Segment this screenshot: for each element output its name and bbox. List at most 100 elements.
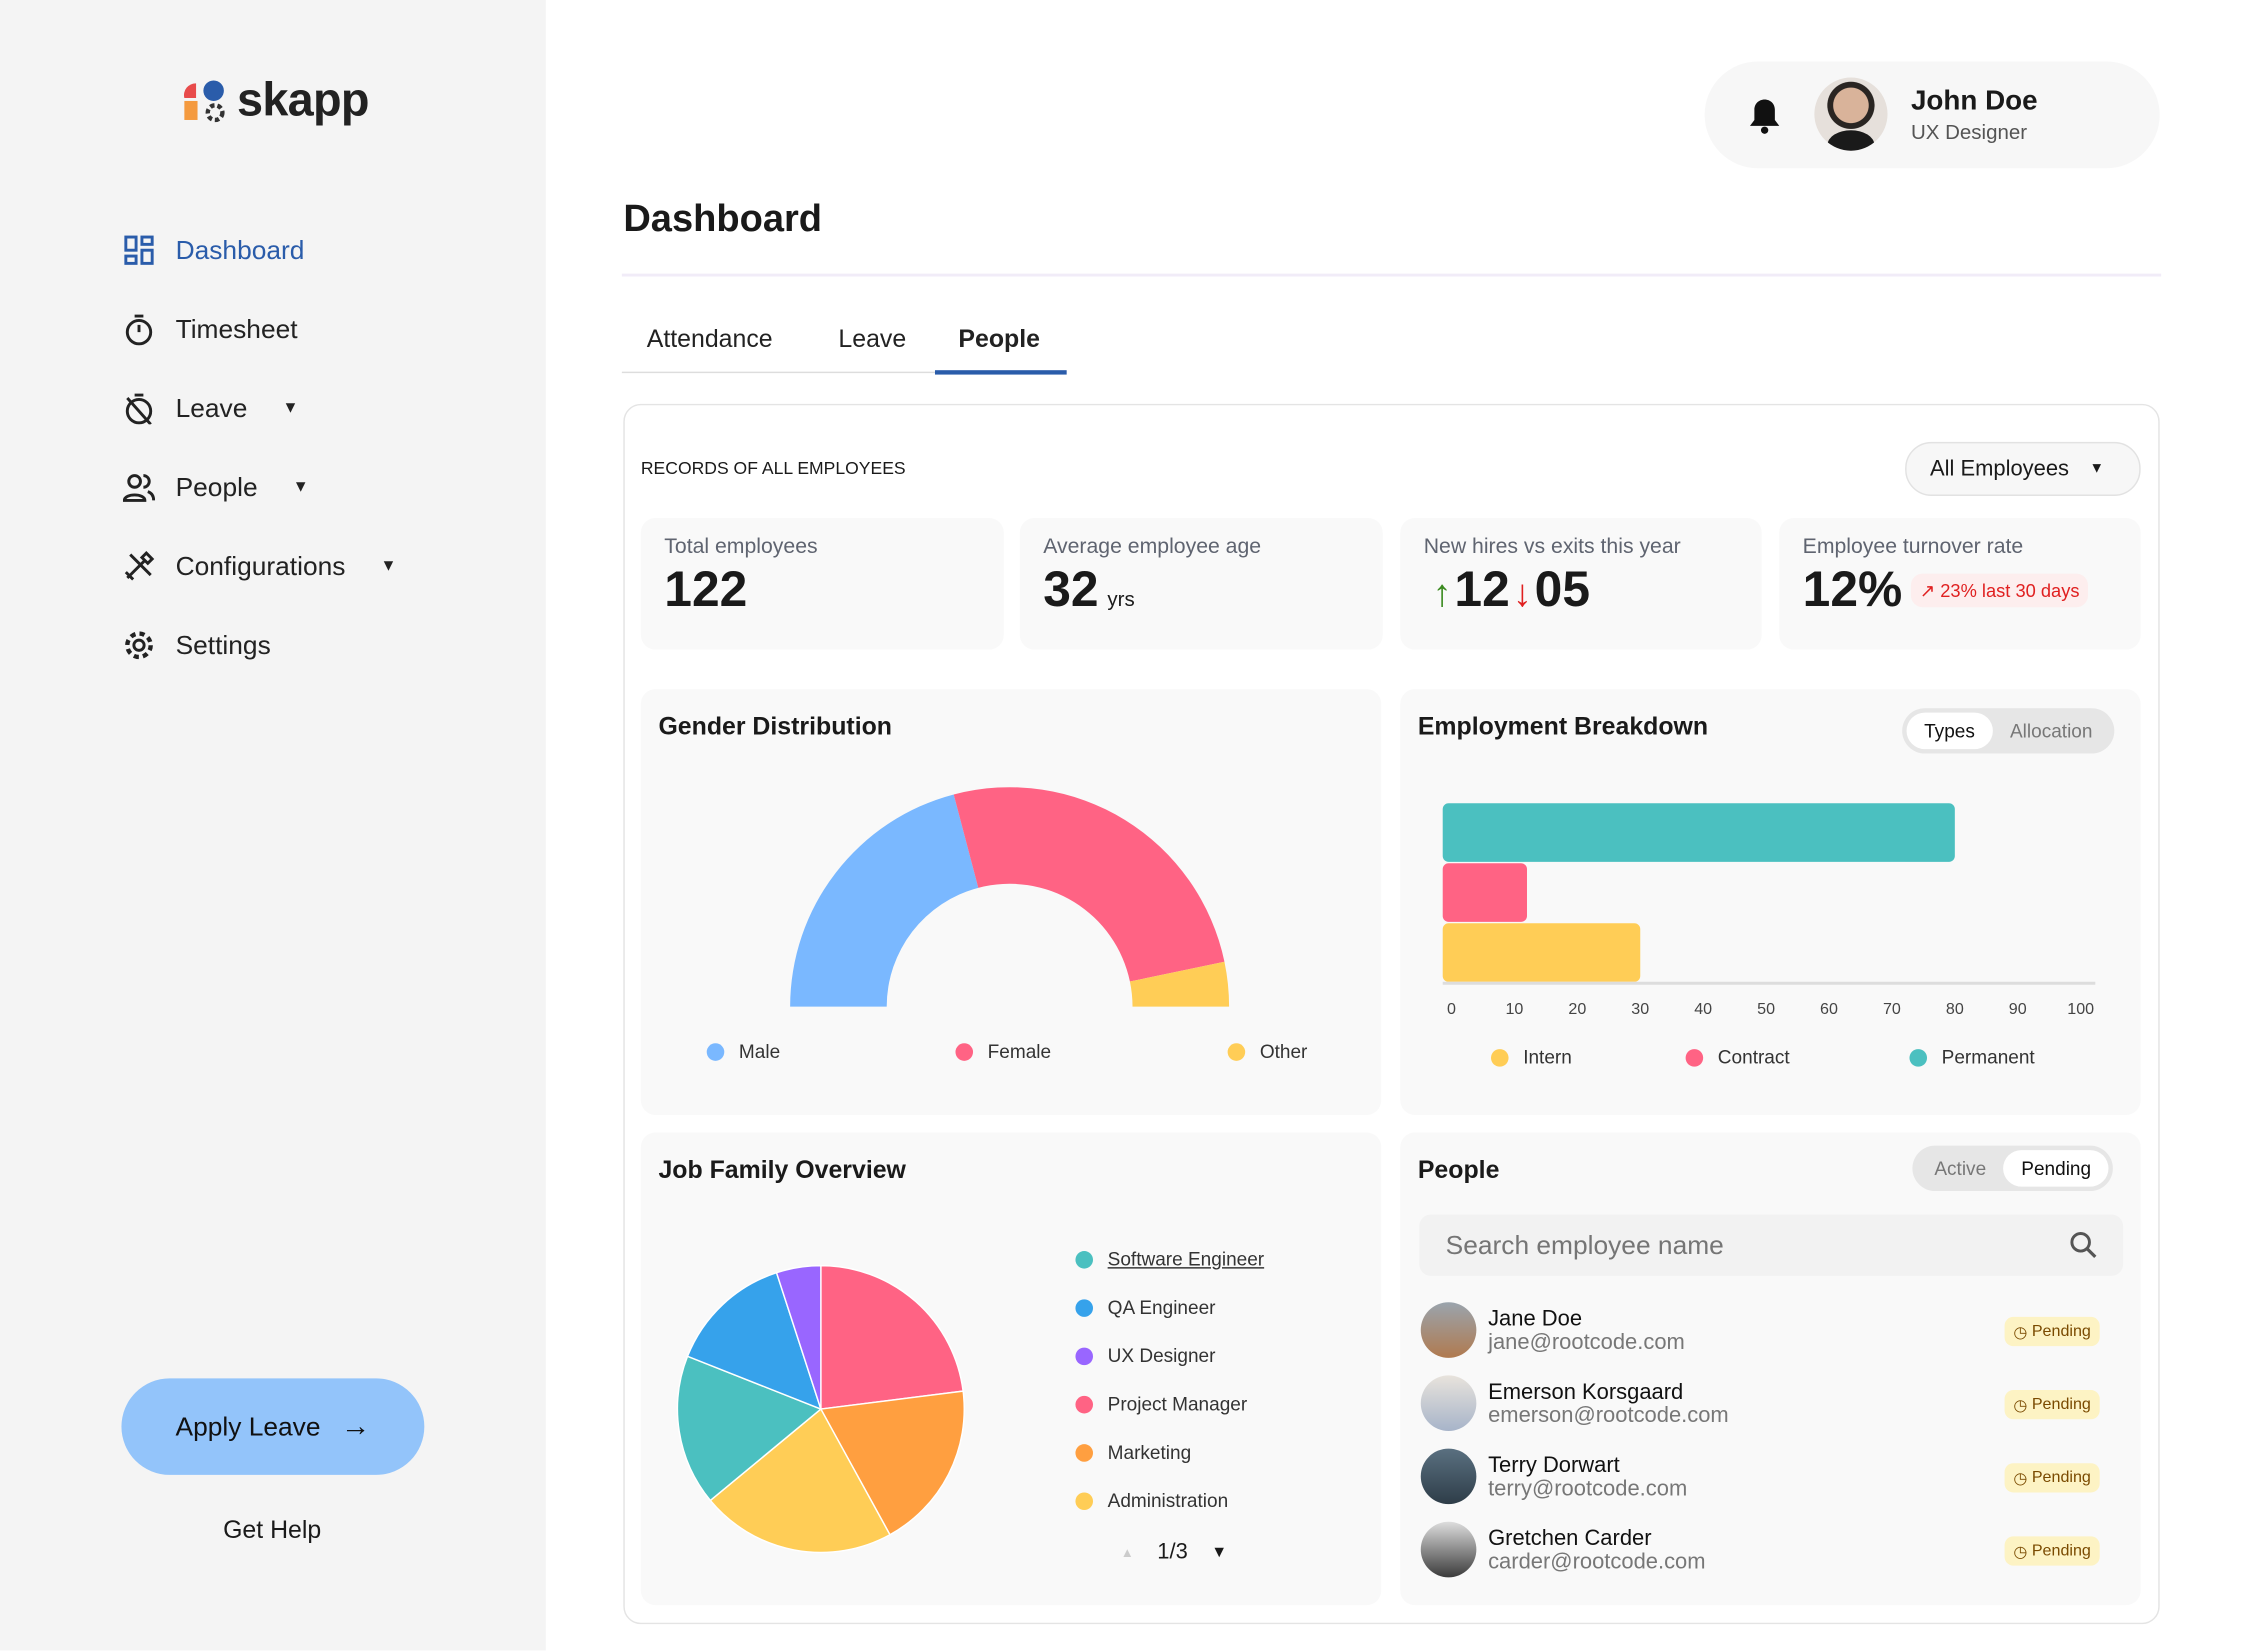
pie-slice-marketing [819,1390,965,1536]
donut-segment-male [790,794,979,1007]
toggle-active[interactable]: Active [1934,1157,1987,1180]
chart-title: Job Family Overview [658,1155,906,1184]
toggle-pending[interactable]: Pending [2003,1150,2109,1187]
legend-item[interactable]: Project Manager [1075,1393,1247,1415]
sidebar-item-timesheet[interactable]: Timesheet [123,313,298,346]
legend-label: Project Manager [1107,1392,1248,1415]
card-title: People [1417,1155,1500,1184]
employee-name: Emerson Korsgaard [1488,1379,1684,1405]
sidebar-item-leave[interactable]: Leave ▼ [123,392,298,425]
legend-male[interactable]: Male [706,1040,780,1062]
legend-female[interactable]: Female [955,1040,1051,1062]
tools-icon [124,551,155,581]
get-help-link[interactable]: Get Help [223,1515,322,1544]
legend-label: Software Engineer [1107,1248,1265,1271]
sidebar-item-settings[interactable]: Settings [123,629,271,661]
pager-down-icon[interactable]: ▼ [1211,1542,1228,1561]
caret-down-icon: ▼ [292,478,309,497]
pie-slice-software-engineer [676,1355,823,1502]
legend-item[interactable]: Marketing [1075,1441,1191,1463]
sidebar-item-configurations[interactable]: Configurations ▼ [123,550,397,582]
legend-contract[interactable]: Contract [1685,1046,1790,1068]
x-tick-label: 20 [1568,1000,1586,1018]
legend-pager: ▲ 1/3 ▼ [1121,1539,1227,1564]
stat-label: Employee turnover rate [1802,535,2024,559]
avatar [1814,77,1888,151]
stat-value: 12% [1802,561,1903,618]
stat-label: New hires vs exits this year [1423,535,1681,559]
donut-segment-female [953,787,1225,982]
pager-up-icon[interactable]: ▲ [1120,1544,1134,1560]
toggle-types[interactable]: Types [1906,712,1993,750]
chart-title: Gender Distribution [658,712,893,741]
chart-title: Employment Breakdown [1417,712,1709,741]
pager-label: 1/3 [1157,1539,1188,1565]
sidebar-item-dashboard[interactable]: Dashboard [123,234,304,266]
filter-value: All Employees [1929,456,2070,482]
search-icon[interactable] [2069,1231,2098,1260]
donut-segment-other [1129,961,1230,1007]
employee-email: terry@rootcode.com [1488,1476,1688,1502]
tab-people[interactable]: People [958,324,1040,353]
legend-label: Administration [1107,1489,1229,1512]
x-tick-label: 80 [1946,1000,1964,1018]
trend-up-icon: ↗ [1919,580,1941,602]
legend-item[interactable]: UX Designer [1075,1345,1215,1367]
stat-label: Average employee age [1043,535,1262,559]
divider [621,273,2162,277]
arrow-down-icon: ↓ [1512,570,1532,615]
legend-dot [1075,1443,1094,1462]
x-tick-label: 50 [1757,1000,1775,1018]
x-tick-label: 0 [1447,1000,1456,1018]
toggle-allocation[interactable]: Allocation [2009,719,2093,742]
tabs-underline [621,371,935,374]
employment-bar-chart: 0 10 20 30 40 50 60 70 80 90 100 [1442,803,2096,1018]
user-role: UX Designer [1910,119,2028,144]
caret-down-icon: ▼ [380,557,397,576]
employee-email: emerson@rootcode.com [1488,1403,1729,1429]
people-panel [623,403,2160,1625]
types-allocation-toggle[interactable]: Types Allocation [1902,708,2115,754]
bell-icon[interactable] [1749,97,1781,135]
tab-attendance[interactable]: Attendance [646,324,773,353]
tab-leave[interactable]: Leave [838,324,907,353]
arrow-up-icon: ↑ [1432,570,1452,615]
legend-item[interactable]: QA Engineer [1075,1296,1216,1319]
legend-item[interactable]: Administration [1075,1489,1229,1512]
employee-search-field[interactable] [1419,1214,2124,1276]
employee-filter-dropdown[interactable]: All Employees ▼ [1905,441,2141,497]
legend-dot [1075,1298,1094,1317]
active-tab-indicator [934,370,1067,375]
user-profile-card[interactable]: John Doe UX Designer [1704,61,2160,169]
sidebar-item-people[interactable]: People ▼ [122,471,309,503]
bar-permanent [1442,803,1955,862]
pie-slice-administration [709,1407,891,1554]
stat-label: Total employees [664,535,818,559]
people-card: People Active Pending [1400,1132,2141,1606]
pie-slice-ux-designer [775,1264,822,1410]
arrow-right-icon: → [340,1409,371,1442]
gear-icon [125,631,153,660]
people-icon [122,474,156,502]
x-tick-label: 30 [1631,1000,1649,1018]
trend-text: 23% last 30 days [1940,580,2080,602]
search-input[interactable] [1445,1226,2031,1265]
x-tick-label: 60 [1820,1000,1838,1018]
active-pending-toggle[interactable]: Active Pending [1912,1145,2114,1192]
gender-distribution-card: Gender Distribution Male Female Other [640,689,1382,1115]
x-tick-label: 90 [2009,1000,2027,1018]
legend-other[interactable]: Other [1227,1040,1307,1062]
hires-value: 12 [1454,561,1510,618]
legend-intern[interactable]: Intern [1491,1046,1572,1068]
employee-email: jane@rootcode.com [1488,1330,1685,1355]
legend-dot [1075,1250,1094,1268]
apply-leave-button[interactable]: Apply Leave → [121,1378,425,1475]
exits-value: 05 [1534,561,1590,618]
status-badge: ◷ Pending [2004,1316,2100,1347]
stat-hires-exits: New hires vs exits this year ↑ 12 ↓ 05 [1400,517,1762,650]
legend-item[interactable]: Software Engineer [1075,1248,1264,1270]
logo[interactable]: skapp [181,73,369,127]
legend-permanent[interactable]: Permanent [1909,1046,2035,1068]
legend-label: QA Engineer [1107,1296,1216,1319]
sidebar-item-label: Leave [175,392,248,423]
